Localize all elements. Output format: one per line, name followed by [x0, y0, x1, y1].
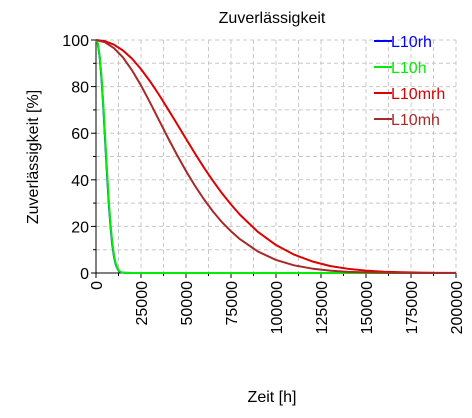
axis-layer: 0 20 40 60 80 100 0 25000 50000 75000 100000 125000… [62, 33, 466, 334]
legend-label-l10mh: L10mh [391, 112, 440, 129]
x-tick-label: 0 [89, 281, 106, 290]
x-tick-label: 200000 [449, 281, 466, 334]
y-tick-label: 60 [71, 126, 89, 143]
y-tick-label: 100 [62, 33, 89, 50]
series-line-l10h [95, 39, 456, 274]
chart-title: Zuverlässigkeit [219, 10, 326, 27]
x-tick-label: 75000 [224, 281, 241, 326]
y-tick-label: 0 [80, 266, 89, 283]
y-tick-label: 20 [71, 219, 89, 236]
y-axis-label: Zuverlässigkeit [%] [25, 90, 42, 224]
legend-label-l10mrh: L10mrh [391, 86, 445, 103]
legend-label-l10rh: L10rh [391, 34, 432, 51]
x-axis-label: Zeit [h] [248, 389, 297, 406]
x-tick-label: 125000 [314, 281, 331, 334]
x-tick-label: 175000 [404, 281, 421, 334]
x-tick-label: 25000 [134, 281, 151, 326]
series-layer [95, 39, 457, 274]
series-line-l10mrh [95, 39, 457, 274]
x-tick-label: 50000 [179, 281, 196, 326]
series-line-l10mh [95, 39, 457, 274]
x-tick-label: 100000 [269, 281, 286, 334]
x-tick-label: 150000 [359, 281, 376, 334]
legend-label-l10h: L10h [391, 60, 427, 77]
grid-layer [96, 39, 457, 273]
y-tick-label: 80 [71, 80, 89, 97]
y-tick-label: 40 [71, 173, 89, 190]
legend: L10rh L10h L10mrh L10mh [374, 34, 445, 129]
